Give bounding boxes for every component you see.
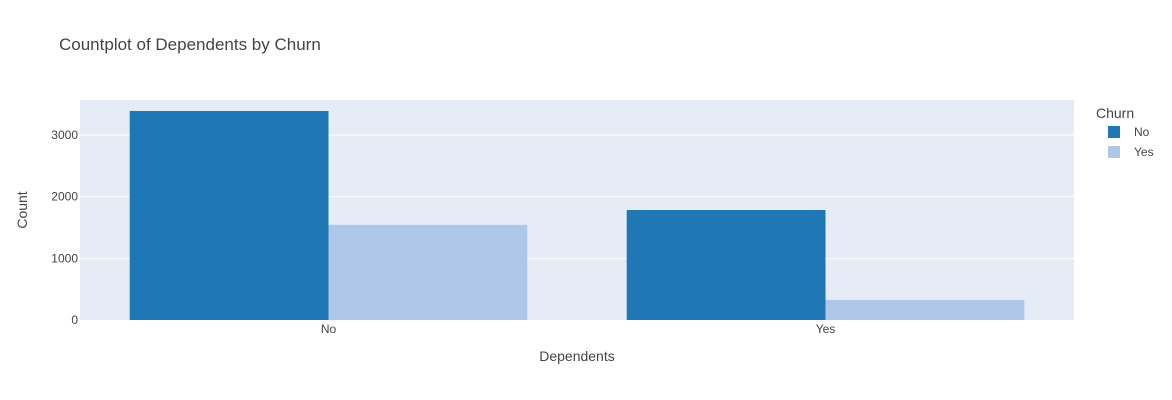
y-tick-label: 3000	[51, 128, 78, 142]
chart-title: Countplot of Dependents by Churn	[59, 35, 321, 54]
y-tick-label: 0	[71, 313, 78, 327]
legend: Churn No Yes	[1096, 105, 1154, 159]
x-tick-label: Yes	[816, 322, 836, 336]
x-axis-ticks: No Yes	[321, 322, 835, 336]
bar-yes-no	[626, 210, 826, 320]
bar-yes-yes	[825, 299, 1025, 320]
legend-swatch-no[interactable]	[1108, 126, 1120, 138]
legend-title: Churn	[1096, 105, 1134, 121]
y-tick-label: 2000	[51, 190, 78, 204]
bars	[129, 110, 1025, 320]
y-axis-title: Count	[14, 191, 30, 228]
legend-label-no[interactable]: No	[1134, 125, 1150, 139]
bar-no-yes	[328, 224, 528, 320]
x-axis-title: Dependents	[539, 348, 615, 364]
legend-label-yes[interactable]: Yes	[1134, 145, 1154, 159]
y-axis-ticks: 0 1000 2000 3000	[51, 128, 78, 327]
legend-swatch-yes[interactable]	[1108, 146, 1120, 158]
x-tick-label: No	[321, 322, 337, 336]
bar-no-no	[129, 110, 329, 320]
y-tick-label: 1000	[51, 251, 78, 265]
